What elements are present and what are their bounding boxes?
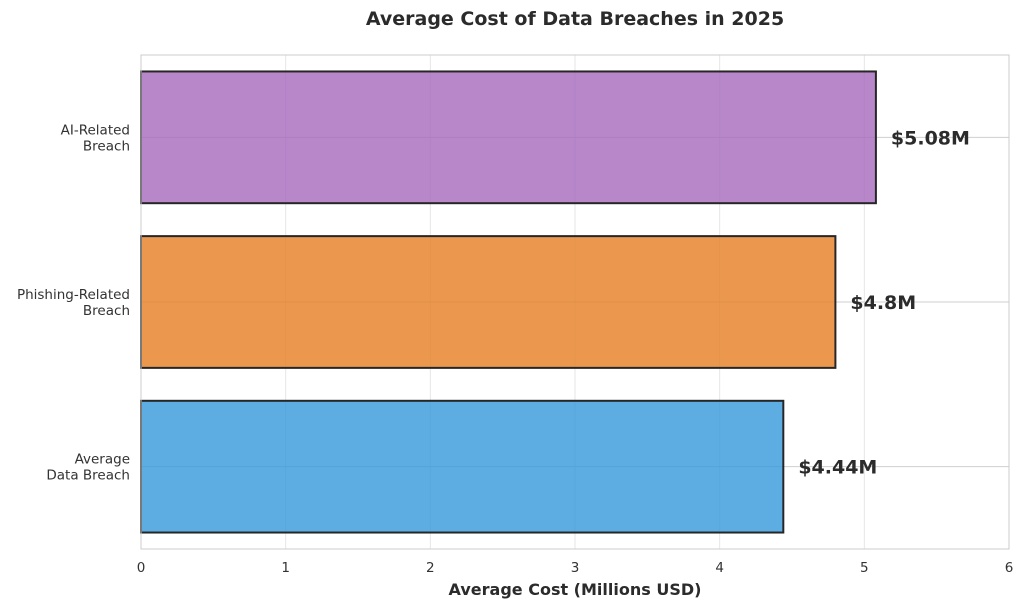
category-label-line: Average [75,452,130,468]
x-tick-label: 3 [571,560,580,576]
x-tick-label: 1 [281,560,290,576]
category-label-line: Breach [83,138,130,154]
x-axis-label: Average Cost (Millions USD) [449,580,702,599]
category-label-line: AI-Related [61,122,130,138]
category-label-line: Phishing-Related [17,287,130,303]
bar [140,70,877,205]
category-label: Average Data Breach [46,452,130,484]
x-axis-ticks: 0 1 2 3 4 5 6 [137,560,1014,576]
bar-value-label: $4.44M [798,457,877,479]
category-label: AI-Related Breach [61,122,130,154]
x-tick-label: 6 [1005,560,1014,576]
category-label-line: Breach [83,303,130,319]
category-label: Phishing-Related Breach [17,287,130,319]
chart-title: Average Cost of Data Breaches in 2025 [366,8,784,30]
bar [140,399,785,534]
category-label-line: Data Breach [46,468,130,484]
x-tick-label: 4 [715,560,724,576]
bar-value-label: $4.8M [850,292,916,314]
bar-value-label: $5.08M [891,127,970,149]
bar [140,235,837,369]
bars [140,70,877,534]
x-tick-label: 0 [137,560,146,576]
plot-frame [140,54,1010,550]
data-labels: $5.08M $4.8M $4.44M [798,127,970,478]
x-tick-label: 2 [426,560,435,576]
x-tick-label: 5 [860,560,869,576]
